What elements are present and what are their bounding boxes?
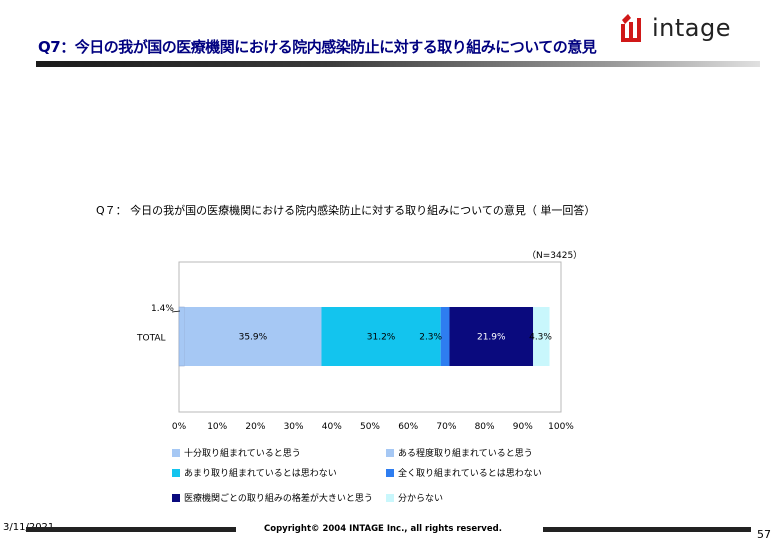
chart-title: Q７： 今日の我が国の医療機関における院内感染防止に対する取り組みについての意見…: [96, 204, 596, 217]
legend-label: あまり取り組まれているとは思わない: [184, 469, 337, 479]
bar-segment: [449, 307, 534, 366]
legend-item: 十分取り組まれていると思う: [172, 446, 301, 459]
bar-segment: [440, 307, 450, 366]
legend-label: 分からない: [398, 494, 444, 504]
legend-item: 全く取り組まれているとは思わない: [386, 466, 542, 479]
x-tick-label: 50%: [360, 422, 380, 432]
x-tick-label: 0%: [172, 422, 187, 432]
data-label: 2.3%: [419, 333, 442, 343]
legend-swatch: [172, 468, 180, 477]
legend-label: 全く取り組まれているとは思わない: [398, 469, 542, 479]
page-number: 57: [757, 528, 771, 541]
bar-segment: [321, 307, 441, 366]
title-divider: [36, 61, 760, 67]
sample-size-label: （N=3425）: [527, 251, 583, 261]
x-tick-label: 10%: [207, 422, 227, 432]
legend-swatch: [386, 493, 394, 502]
x-tick-label: 90%: [513, 422, 533, 432]
legend-item: あまり取り組まれているとは思わない: [172, 466, 337, 479]
legend-item: ある程度取り組まれていると思う: [386, 446, 533, 459]
legend-label: 十分取り組まれていると思う: [184, 449, 301, 459]
legend-swatch: [172, 493, 180, 502]
footer-divider-left: [26, 527, 236, 532]
leader-line: [171, 310, 181, 313]
logo-text: intage: [652, 14, 731, 42]
slide-title: Q7：今日の我が国の医療機関における院内感染防止に対する取り組みについての意見: [38, 38, 597, 56]
data-label: 4.3%: [529, 333, 552, 343]
data-label: 35.9%: [239, 333, 268, 343]
bar-segment: [178, 306, 185, 367]
x-tick-label: 80%: [475, 422, 495, 432]
data-label: 21.9%: [477, 333, 506, 343]
footer-divider-right: [543, 527, 751, 532]
legend-item: 医療機関ごとの取り組みの格差が大きいと思う: [172, 491, 373, 504]
bar-segment: [533, 307, 550, 366]
category-label: TOTAL: [136, 334, 166, 344]
x-tick-label: 20%: [245, 422, 265, 432]
bar-segment: [184, 307, 322, 366]
data-label: 31.2%: [367, 333, 396, 343]
x-tick-label: 70%: [436, 422, 456, 432]
legend-swatch: [386, 448, 394, 457]
logo-mark-icon: [621, 14, 641, 42]
x-tick-label: 30%: [284, 422, 304, 432]
footer-copyright: Copyright© 2004 INTAGE Inc., all rights …: [264, 524, 502, 534]
legend-item: 分からない: [386, 491, 443, 504]
data-label: 1.4%: [151, 304, 174, 314]
legend-label: 医療機関ごとの取り組みの格差が大きいと思う: [184, 494, 373, 504]
x-tick-label: 100%: [548, 422, 574, 432]
legend-label: ある程度取り組まれていると思う: [398, 449, 533, 459]
x-tick-label: 40%: [322, 422, 342, 432]
x-tick-label: 60%: [398, 422, 418, 432]
legend-swatch: [172, 448, 180, 457]
legend-swatch: [386, 468, 394, 477]
